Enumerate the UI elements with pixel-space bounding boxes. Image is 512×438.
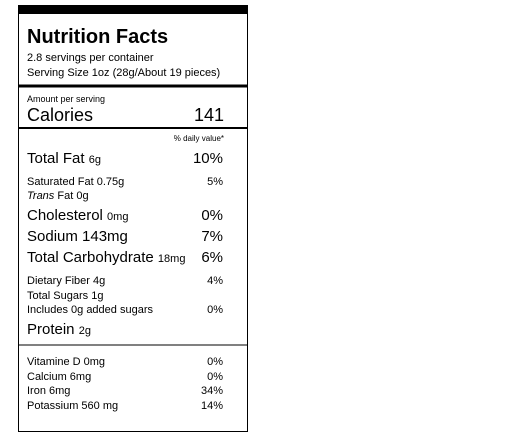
top-bar	[18, 5, 248, 14]
text-part: 6g	[89, 154, 101, 166]
vitamin: Calcium 6mg	[27, 371, 91, 383]
nutrient: Includes 0g added sugars	[27, 304, 153, 316]
text-part: 18mg	[158, 253, 186, 265]
dv: 0%	[201, 207, 223, 224]
nutrient: Total Carbohydrate 18mg	[27, 249, 185, 266]
text-part: 2g	[79, 325, 91, 337]
calories-caption: Amount per serving	[27, 94, 105, 104]
text-part: Trans	[27, 190, 55, 202]
nutrient: Saturated Fat 0.75g	[27, 176, 124, 188]
nutrient: Trans Fat 0g	[27, 190, 89, 202]
calories-value: 141	[194, 105, 224, 125]
vitamin: Potassium 560 mg	[27, 400, 118, 412]
dv: 6%	[201, 249, 223, 266]
dv: 0%	[207, 304, 223, 316]
nutrient: Sodium 143mg	[27, 228, 128, 245]
dv: 10%	[193, 150, 223, 167]
text-part: Total Fat	[27, 150, 85, 167]
calories-label: Calories	[27, 105, 93, 125]
text-part: Total Carbohydrate	[27, 249, 154, 266]
dv: 7%	[201, 228, 223, 245]
nutrient: Dietary Fiber 4g	[27, 275, 105, 287]
text-part: Protein	[27, 321, 75, 338]
dv: 5%	[207, 176, 223, 188]
title: Nutrition Facts	[27, 26, 168, 48]
text-part: Cholesterol	[27, 207, 103, 224]
dv: 14%	[201, 400, 223, 412]
nutrient: Protein 2g	[27, 321, 91, 338]
nutrient: Cholesterol 0mg	[27, 207, 128, 224]
nutrient: Total Fat 6g	[27, 150, 101, 167]
dv: 34%	[201, 385, 223, 397]
dv: 0%	[207, 371, 223, 383]
serving-size: Serving Size 1oz (28g/About 19 pieces)	[27, 67, 220, 79]
vitamin: Vitamine D 0mg	[27, 356, 105, 368]
vitamin: Iron 6mg	[27, 385, 70, 397]
dv: 4%	[207, 275, 223, 287]
dv-heading: % daily value*	[174, 134, 224, 143]
servings: 2.8 servings per container	[27, 52, 154, 64]
text-part: 0mg	[107, 211, 128, 223]
text-part: Fat 0g	[57, 190, 88, 202]
nutrient: Total Sugars 1g	[27, 290, 103, 302]
dv: 0%	[207, 356, 223, 368]
